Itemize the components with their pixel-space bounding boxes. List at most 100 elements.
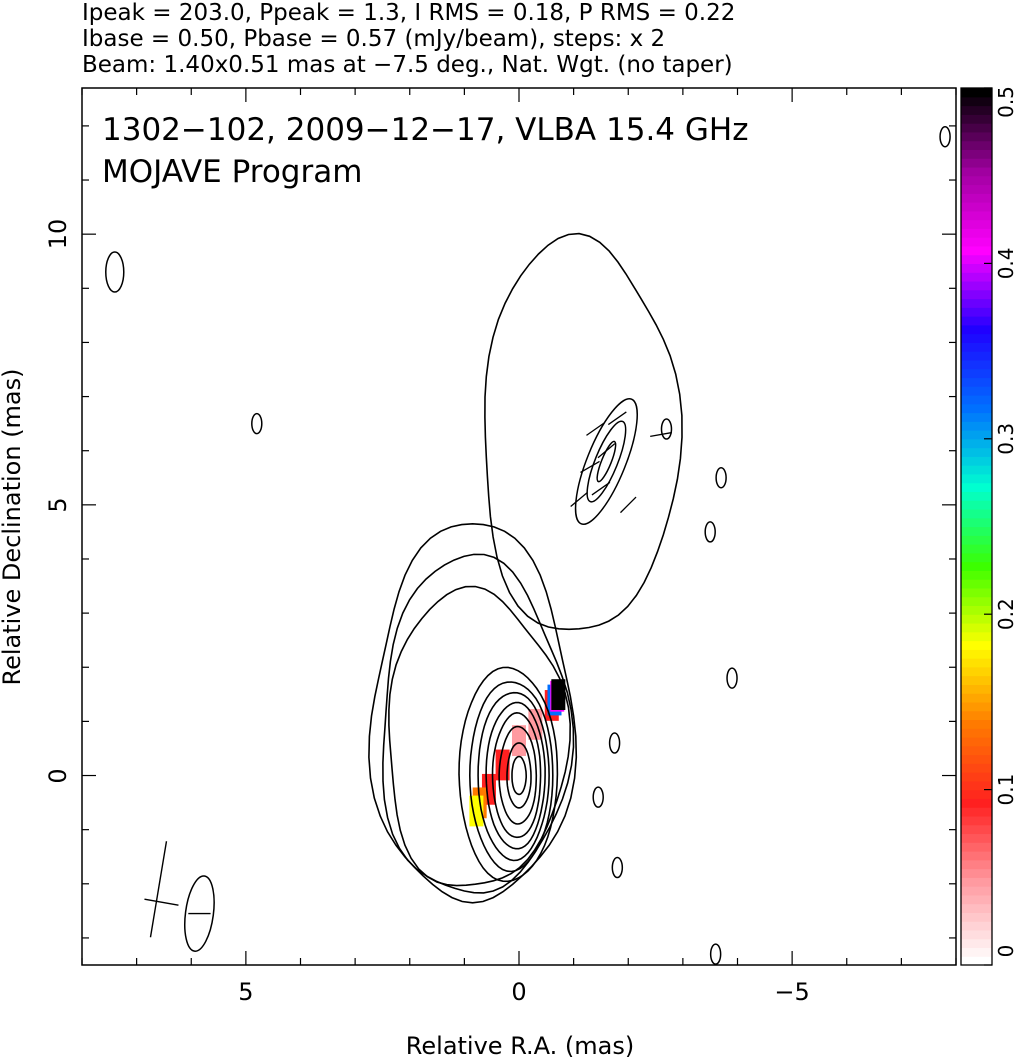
colorbar-swatch [961, 430, 992, 440]
colorbar-swatch [961, 666, 992, 677]
evpa-tick-6 [620, 496, 637, 514]
x-tick-label: 0 [511, 978, 527, 1006]
colorbar-swatch [961, 929, 992, 940]
colorbar-tick-label: 0.5 [994, 86, 1018, 118]
colorbar-swatch [961, 333, 992, 343]
contour-island-7 [592, 786, 604, 808]
colorbar-swatch [961, 579, 992, 589]
colorbar-swatch [961, 219, 992, 229]
colorbar-swatch [961, 456, 992, 466]
axis-ticks [81, 88, 957, 965]
colorbar-swatch [961, 184, 992, 194]
total-intensity-contours [105, 125, 951, 965]
colorbar-swatch [961, 508, 992, 519]
colorbar-swatch [961, 114, 992, 124]
core-contour-1 [382, 553, 575, 894]
colorbar-swatch [961, 658, 992, 668]
colorbar-swatch [961, 228, 992, 238]
colorbar-swatch [961, 491, 992, 501]
jet-knot-contour-2 [596, 440, 617, 483]
colorbar-swatch [961, 622, 992, 633]
colorbar-swatch [961, 96, 992, 107]
y-tick-label: 10 [44, 218, 72, 250]
colorbar-swatch [961, 324, 992, 335]
colorbar-swatch [961, 377, 992, 387]
jet-knot-contour-1 [586, 420, 627, 503]
colorbar-swatch [961, 789, 992, 799]
colorbar-swatch [961, 193, 992, 203]
colorbar-swatch [961, 710, 992, 721]
colorbar-swatch [961, 570, 992, 580]
colorbar-swatch [961, 210, 992, 221]
evpa-tick-7 [650, 431, 672, 438]
pol-scale-bar [149, 841, 168, 938]
evpa-tick-2 [580, 460, 600, 474]
colorbar-swatch [961, 526, 992, 536]
contour-island-8 [611, 856, 624, 879]
colorbar-tick-label: 0.3 [994, 423, 1018, 455]
colorbar-swatch [961, 772, 992, 782]
colorbar-swatch [961, 307, 992, 317]
colorbar-swatch [961, 850, 992, 861]
colorbar-swatch [961, 833, 992, 843]
colorbar-swatch [961, 640, 992, 650]
colorbar-swatch [961, 921, 992, 931]
colorbar-swatch [961, 719, 992, 729]
core-contour-8 [498, 725, 538, 825]
fractional-polarization-pixels [469, 679, 566, 827]
y-axis-label: Relative Declination (mas) [0, 368, 26, 686]
colorbar-tick-labels: 0 0.1 0.2 0.3 0.4 0.5 [994, 86, 1018, 957]
contour-island-6 [608, 732, 621, 754]
colorbar-swatch [961, 728, 992, 738]
colorbar-swatch [961, 535, 992, 545]
colorbar-swatch [961, 473, 992, 484]
plot-title-source: 1302−102, 2009−12−17, VLBA 15.4 GHz [102, 112, 749, 148]
evpa-vectors [570, 411, 672, 514]
plot-frame [81, 87, 957, 966]
colorbar-swatch [961, 587, 992, 598]
colorbar-tick-label: 0.4 [994, 247, 1018, 279]
colorbar-swatch [961, 675, 992, 685]
colorbar-swatch [961, 947, 992, 957]
header-beam-line: Beam: 1.40x0.51 mas at −7.5 deg., Nat. W… [82, 52, 733, 78]
evpa-tick-0 [586, 422, 605, 436]
colorbar-swatch [961, 88, 992, 98]
colorbar-swatch [961, 131, 992, 142]
colorbar-swatch [961, 745, 992, 756]
colorbar-swatch [961, 298, 992, 308]
colorbar-swatch [961, 237, 992, 247]
colorbar-swatch [961, 701, 992, 712]
colorbar-swatch [961, 465, 992, 475]
colorbar-swatch [961, 912, 992, 922]
colorbar-swatch [961, 815, 992, 826]
colorbar-swatch [961, 202, 992, 212]
colorbar-swatch [961, 105, 992, 115]
colorbar-swatch [961, 272, 992, 282]
colorbar-swatch [961, 842, 992, 852]
colorbar-tick-label: 0.1 [994, 774, 1018, 806]
colorbar-swatch [961, 859, 992, 870]
colorbar-swatch [961, 956, 992, 966]
colorbar-frame [960, 87, 993, 966]
core-contour-2 [388, 585, 572, 887]
colorbar-swatch [961, 149, 992, 159]
colorbar-swatch [961, 158, 992, 168]
colorbar-swatch [961, 684, 992, 694]
y-tick-label: 5 [44, 497, 72, 513]
core-contour-6 [485, 701, 546, 850]
colorbar-swatch [961, 807, 992, 817]
colorbar-swatch [961, 289, 992, 300]
core-contour-3 [458, 666, 559, 883]
colorbar-swatch [961, 140, 992, 150]
plot-title-program: MOJAVE Program [102, 154, 363, 190]
x-axis-label: Relative R.A. (mas) [405, 1032, 635, 1060]
colorbar-swatch [961, 824, 992, 835]
colorbar-swatch [961, 175, 992, 186]
pol-pixel-10 [551, 679, 566, 711]
header-stats-line: Ipeak = 203.0, Ppeak = 1.3, I RMS = 0.18… [82, 0, 736, 26]
core-contour-10 [511, 755, 527, 796]
colorbar-swatch [961, 280, 992, 291]
contour-island-9 [709, 943, 722, 965]
colorbar-swatch [961, 552, 992, 563]
colorbar-swatch [961, 359, 992, 370]
